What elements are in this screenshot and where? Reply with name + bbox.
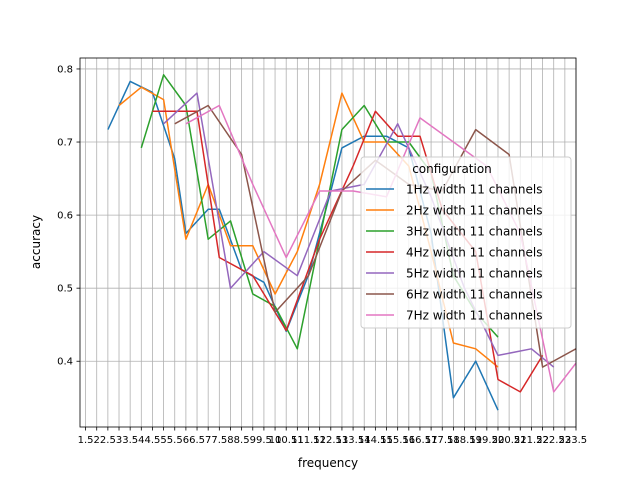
legend-label: 4Hz width 11 channels [406,246,542,260]
x-tick-label: 14 [358,435,371,446]
x-tick-label: 19.5 [476,435,498,446]
x-tick-label: 10.5 [275,435,297,446]
x-tick-label: 7 [205,435,211,446]
legend: configuration 1Hz width 11 channels 2Hz w… [360,156,572,329]
x-tick-label: 7.5 [211,435,227,446]
x-tick-label: 2.5 [100,435,116,446]
x-tick-label: 23 [558,435,571,446]
x-tick-label: 5.5 [167,435,183,446]
axes-frame [79,57,577,428]
x-tick-label: 11.5 [297,435,319,446]
x-tick-label: 4.5 [144,435,160,446]
x-tick-label: 18.5 [453,435,475,446]
x-tick-label: 10 [269,435,282,446]
x-tick-label: 19 [469,435,482,446]
x-tick-label: 22 [536,435,549,446]
x-tick-label: 16.5 [409,435,431,446]
x-tick-label: 5 [160,435,166,446]
x-tick-label: 12.5 [320,435,342,446]
x-tick-label: 13 [336,435,349,446]
y-tick-label: 0.4 [57,357,73,368]
legend-label: 6Hz width 11 channels [406,288,542,302]
x-tick-label: 1.5 [78,435,94,446]
legend-label: 7Hz width 11 channels [406,309,542,323]
x-tick-label: 3.5 [122,435,138,446]
x-tick-label: 16 [402,435,415,446]
legend-box [360,156,572,329]
legend-label: 1Hz width 11 channels [406,183,542,197]
x-tick-label: 17 [425,435,438,446]
legend-entries: 1Hz width 11 channels 2Hz width 11 channe… [366,183,542,323]
x-tick-label: 15 [380,435,393,446]
y-axis-label: accuracy [29,215,43,269]
x-tick-label: 6.5 [189,435,205,446]
x-tick-label: 3 [116,435,122,446]
legend-label: 3Hz width 11 channels [406,225,542,239]
x-tick-label: 11 [291,435,304,446]
x-tick-label: 4 [138,435,144,446]
legend-label: 5Hz width 11 channels [406,267,542,281]
x-tick-label: 23.5 [565,435,587,446]
x-tick-label: 21 [514,435,527,446]
legend-label: 2Hz width 11 channels [406,204,542,218]
x-tick-label: 9 [250,435,256,446]
x-tick-label: 12 [313,435,326,446]
x-axis-label: frequency [298,456,358,470]
x-tick-label: 13.5 [342,435,364,446]
x-tick-label: 2 [94,435,100,446]
x-axis-ticks: 1.5 2 2.5 3 3.5 4 4.5 5 5.5 6 6.5 7 7.5 8 8.5 9 9.51010.… [78,427,587,446]
x-tick-label: 17.5 [431,435,453,446]
y-tick-label: 0.8 [57,64,73,75]
x-tick-label: 8.5 [234,435,250,446]
y-tick-label: 0.6 [57,211,73,222]
x-tick-label: 15.5 [387,435,409,446]
x-tick-label: 22.5 [543,435,565,446]
x-tick-label: 9.5 [256,435,272,446]
y-tick-label: 0.5 [57,284,73,295]
x-tick-label: 21.5 [520,435,542,446]
x-tick-label: 6 [183,435,189,446]
y-axis-ticks: 0.4 0.5 0.6 0.7 0.8 [57,64,80,368]
x-tick-label: 18 [447,435,460,446]
x-tick-label: 14.5 [364,435,386,446]
x-tick-label: 8 [227,435,233,446]
x-tick-label: 20 [492,435,505,446]
y-tick-label: 0.7 [57,138,73,149]
legend-title: configuration [412,162,492,176]
x-tick-label: 20.5 [498,435,520,446]
